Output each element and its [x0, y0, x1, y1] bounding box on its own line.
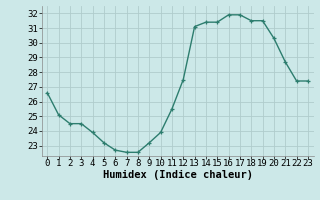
X-axis label: Humidex (Indice chaleur): Humidex (Indice chaleur)	[103, 170, 252, 180]
